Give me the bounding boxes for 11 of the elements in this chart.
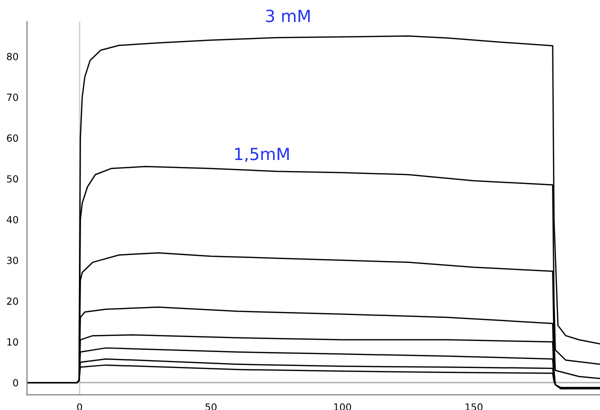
annotation: 3 mM [266, 10, 310, 22]
y-tick-label: 50 [7, 175, 18, 183]
y-tick-label: 70 [7, 94, 18, 101]
y-tick-label: 20 [7, 298, 18, 305]
y-tick-label: 80 [6, 52, 18, 60]
y-tick-label: 60 [6, 134, 18, 142]
y-tick-label: 10 [7, 338, 18, 346]
y-tick-label: 30 [7, 256, 18, 264]
y-tick-label: 40 [6, 216, 18, 224]
annotation: 1,5mM [235, 148, 289, 162]
y-tick-label: 0 [13, 379, 18, 386]
